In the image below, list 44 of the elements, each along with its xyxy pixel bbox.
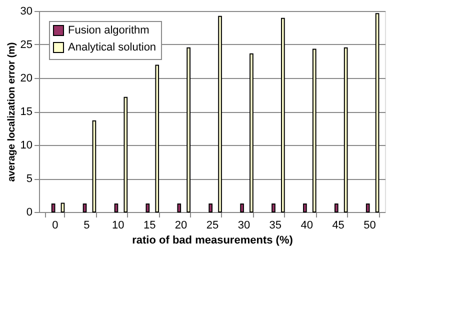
bar <box>218 16 222 212</box>
x-tick-label: 50 <box>364 220 376 232</box>
y-tick-label: 30 <box>20 6 32 18</box>
x-tick-label: 10 <box>112 220 124 232</box>
bar <box>82 203 87 212</box>
bar <box>155 64 160 212</box>
bar <box>344 47 348 212</box>
bar <box>114 203 118 212</box>
legend-label: Analytical solution <box>68 42 156 54</box>
x-tick-label: 35 <box>269 220 282 232</box>
bar <box>208 203 212 212</box>
legend-label: Fusion algorithm <box>68 24 150 36</box>
bar <box>366 203 370 212</box>
x-tick-label: 20 <box>174 220 188 232</box>
bar <box>124 96 128 212</box>
bar <box>312 48 316 212</box>
bar <box>92 120 96 212</box>
y-tick-label: 0 <box>26 206 32 218</box>
y-tick-label: 5 <box>26 173 32 185</box>
y-tick-label: 20 <box>20 72 32 84</box>
bar <box>334 203 338 212</box>
x-tick-label: 15 <box>143 220 156 232</box>
bar <box>51 203 56 212</box>
bar <box>281 18 285 212</box>
x-tick-label: 5 <box>84 220 90 232</box>
bar <box>60 202 65 212</box>
bar <box>240 203 244 212</box>
bar <box>272 203 276 212</box>
x-tick-label: 30 <box>238 220 250 232</box>
bar <box>146 203 150 212</box>
y-tick-label: 25 <box>20 39 32 51</box>
y-tick-label: 10 <box>20 140 32 152</box>
x-tick-label: 45 <box>332 220 344 232</box>
y-tick-label: 15 <box>20 106 32 118</box>
bar <box>177 203 182 212</box>
x-tick-label: 25 <box>206 220 219 232</box>
y-axis-title: average localization error (m) <box>6 42 18 182</box>
x-axis-title: ratio of bad measurements (%) <box>132 234 294 246</box>
bar <box>250 53 254 212</box>
bar <box>375 13 380 212</box>
x-tick-label: 40 <box>300 220 313 232</box>
bar <box>303 203 307 212</box>
bar <box>186 47 190 212</box>
x-tick-label: 0 <box>52 220 58 232</box>
